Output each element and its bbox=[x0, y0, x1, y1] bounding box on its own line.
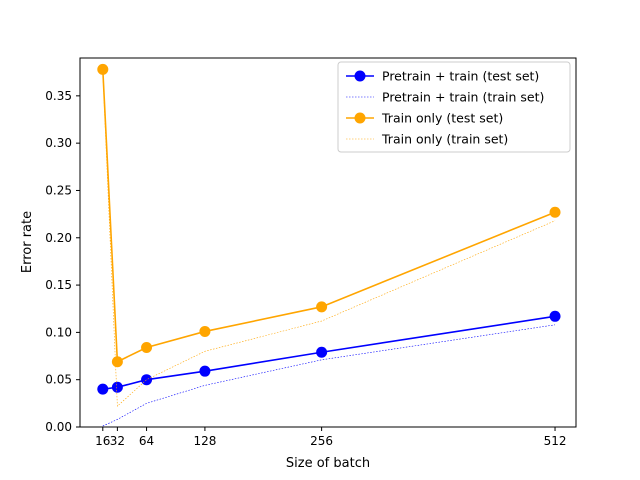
legend-label: Train only (test set) bbox=[381, 111, 503, 126]
x-axis: 16 32 64 128 256 512 bbox=[95, 427, 566, 448]
data-point bbox=[141, 342, 153, 354]
y-tick-label: 0.05 bbox=[45, 373, 72, 387]
series-line bbox=[101, 69, 556, 363]
y-tick-label: 0.30 bbox=[45, 136, 72, 150]
data-point bbox=[111, 381, 123, 393]
data-point bbox=[316, 346, 328, 358]
data-point bbox=[199, 325, 211, 337]
series-line bbox=[102, 324, 556, 427]
y-tick-label: 0.10 bbox=[45, 325, 72, 339]
data-point bbox=[141, 374, 153, 386]
plot-frame bbox=[79, 57, 577, 428]
y-tick-label: 0.15 bbox=[45, 278, 72, 292]
legend-marker bbox=[354, 70, 366, 82]
x-tick-label: 128 bbox=[193, 434, 216, 448]
data-point bbox=[549, 310, 561, 322]
x-tick-label: 32 bbox=[110, 434, 125, 448]
x-axis-label: Size of batch bbox=[286, 456, 370, 471]
legend-label: Pretrain + train (train set) bbox=[382, 90, 544, 105]
x-tick-label: 64 bbox=[139, 434, 154, 448]
y-tick-label: 0.35 bbox=[45, 89, 72, 103]
legend-label: Pretrain + train (test set) bbox=[382, 69, 539, 84]
legend-marker bbox=[354, 112, 366, 124]
data-point bbox=[549, 206, 561, 218]
data-point bbox=[97, 383, 109, 395]
x-tick-label: 512 bbox=[544, 434, 567, 448]
y-axis: 0.00 0.05 0.10 0.15 0.20 0.25 0.30 0.35 bbox=[45, 89, 80, 434]
series-layer bbox=[97, 63, 561, 427]
legend-label: Train only (train set) bbox=[381, 132, 508, 147]
data-point bbox=[97, 63, 109, 75]
data-point bbox=[199, 365, 211, 377]
legend-box bbox=[337, 61, 571, 153]
y-tick-label: 0.00 bbox=[45, 420, 72, 434]
y-tick-label: 0.20 bbox=[45, 231, 72, 245]
data-point bbox=[316, 301, 328, 313]
x-tick-label: 256 bbox=[310, 434, 333, 448]
data-point bbox=[111, 356, 123, 368]
legend: Pretrain + train (test set) Pretrain + tr… bbox=[337, 61, 571, 153]
y-tick-label: 0.25 bbox=[45, 183, 72, 197]
y-axis-label: Error rate bbox=[20, 211, 35, 273]
x-tick-label: 16 bbox=[95, 434, 110, 448]
series-line bbox=[102, 72, 556, 407]
